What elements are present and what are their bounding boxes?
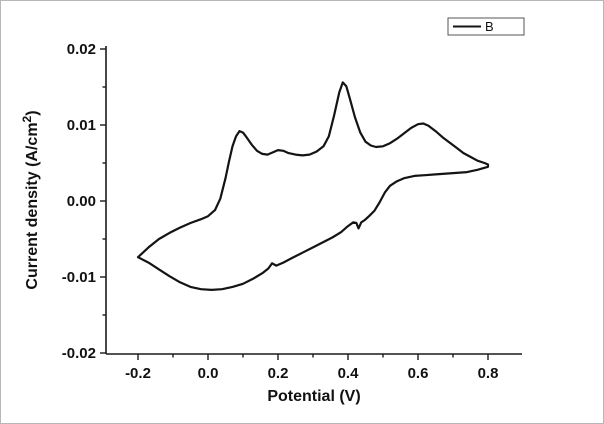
- y-tick-label: 0.02: [67, 41, 96, 58]
- y-tick-label: 0.00: [67, 193, 96, 210]
- x-tick-label: 0.4: [338, 365, 360, 382]
- x-tick-label: 0.8: [478, 365, 499, 382]
- x-tick-label: 0.6: [408, 365, 429, 382]
- labels-group: -0.2 0.0 0.2 0.4 0.6 0.8 -0.02 -0.01 0.00 0.01 0.0…: [20, 41, 498, 405]
- x-axis-label: Potential (V): [267, 388, 360, 405]
- legend-box: [447, 17, 525, 36]
- x-tick-label: 0.0: [198, 365, 219, 382]
- x-tick-label: 0.2: [268, 365, 289, 382]
- legend-label: B: [485, 19, 494, 34]
- y-tick-label: -0.02: [62, 345, 96, 362]
- curve-group: [136, 81, 490, 291]
- cv-curve-series-b: [136, 81, 490, 291]
- axes-group: [100, 46, 522, 360]
- y-axis-label: Current density (A/cm2): [20, 110, 41, 289]
- y-tick-label: -0.01: [62, 269, 96, 286]
- x-tick-label: -0.2: [125, 365, 151, 382]
- legend-group: B: [447, 17, 525, 36]
- y-tick-label: 0.01: [67, 117, 96, 134]
